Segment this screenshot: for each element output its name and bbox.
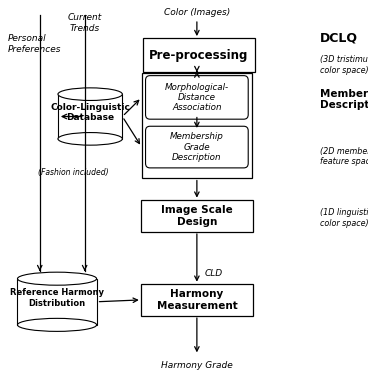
Text: Color (Images): Color (Images) [164,8,230,17]
Text: Pre-processing: Pre-processing [149,49,248,62]
Ellipse shape [58,88,122,100]
FancyBboxPatch shape [141,284,253,316]
Text: (Fashion included): (Fashion included) [38,168,109,177]
Ellipse shape [17,272,96,285]
Bar [142,73,252,178]
Text: Personal
Preferences: Personal Preferences [8,34,61,54]
Ellipse shape [17,318,96,331]
Text: Harmony
Measurement: Harmony Measurement [156,289,237,311]
FancyBboxPatch shape [146,126,248,168]
FancyBboxPatch shape [141,200,253,232]
Text: DCLQ: DCLQ [320,32,358,45]
Text: (2D membership
feature space): (2D membership feature space) [320,147,368,167]
Text: (3D tristimulus
color space): (3D tristimulus color space) [320,55,368,75]
Text: (1D linguistic
color space): (1D linguistic color space) [320,208,368,228]
Text: Current
Trends: Current Trends [67,13,102,33]
Bar [58,94,122,139]
Text: Harmony Grade: Harmony Grade [161,361,233,370]
Ellipse shape [58,133,122,145]
Text: Image Scale
Design: Image Scale Design [161,205,233,227]
Text: Membership
Description: Membership Description [320,89,368,110]
Text: Color-Linguistic
Database: Color-Linguistic Database [50,103,130,122]
Text: Membership
Grade
Description: Membership Grade Description [170,132,224,162]
FancyBboxPatch shape [146,76,248,119]
Text: Reference Harmony
Distribution: Reference Harmony Distribution [10,288,104,308]
Text: Morphological-
Distance
Association: Morphological- Distance Association [165,83,229,112]
FancyBboxPatch shape [143,39,255,73]
Text: CLD: CLD [204,269,222,278]
Bar [18,279,96,325]
